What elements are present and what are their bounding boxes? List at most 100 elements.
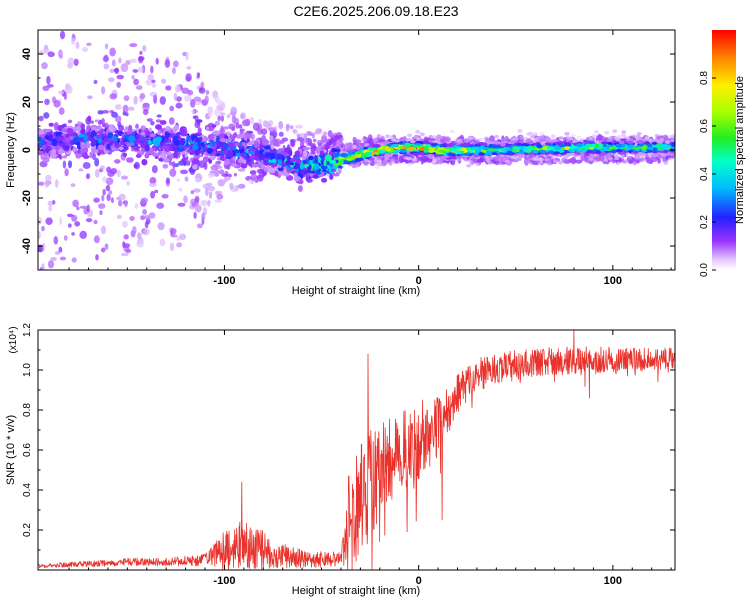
- spectrogram-cell: [179, 233, 187, 241]
- spectrogram-cell: [80, 123, 85, 130]
- spectrogram-cell: [315, 146, 321, 154]
- spectrogram-cell: [236, 134, 241, 139]
- spectrogram-cell: [663, 161, 669, 165]
- spectrogram-cell: [616, 161, 621, 166]
- spectrogram-cell: [193, 141, 198, 146]
- spectrogram-cell: [45, 174, 52, 182]
- spectrogram-cell: [244, 118, 251, 127]
- spectrogram-cell: [131, 75, 135, 80]
- spectrogram-cell: [142, 102, 150, 108]
- spectrogram-cell: [67, 160, 73, 169]
- spectrogram-cell: [62, 160, 67, 169]
- spectrogram-cell: [77, 149, 81, 155]
- spectrogram-cell: [227, 173, 232, 178]
- spectrogram-cell: [38, 115, 44, 122]
- spectrogram-cell: [199, 136, 203, 142]
- colorbar-tick-label: 0.8: [699, 71, 710, 85]
- spectrogram-cell: [298, 179, 304, 185]
- spectrogram-cell: [532, 156, 538, 161]
- spectrogram-cell: [67, 57, 75, 66]
- spectrogram-cell: [582, 146, 590, 149]
- spectrogram-cell: [239, 133, 245, 139]
- spectrogram-cell: [517, 153, 523, 157]
- spectrogram-cell: [384, 156, 390, 161]
- spectrogram-cell: [206, 182, 213, 187]
- spectrogram-cell: [220, 115, 224, 122]
- spectrogram-cell: [305, 137, 310, 142]
- spectrogram-cell: [183, 195, 188, 204]
- spectrogram-cell: [124, 200, 128, 208]
- spectrogram-cell: [383, 141, 391, 145]
- colorbar-label: Normalized spectral amplitude: [734, 76, 746, 224]
- spectrogram-cell: [111, 111, 118, 118]
- spectrogram-cell: [170, 228, 177, 235]
- spectrogram-cell: [162, 163, 169, 169]
- spectrogram-cell: [458, 150, 465, 154]
- spectrogram-cell: [133, 78, 140, 86]
- spectrogram-cell: [278, 121, 284, 130]
- spectrogram-cell: [552, 159, 558, 163]
- colorbar-tick-label: 0.4: [699, 167, 710, 181]
- spectrogram-cell: [289, 125, 294, 130]
- spectrogram-cell: [231, 115, 237, 124]
- spectrogram-cell: [548, 150, 555, 155]
- spectrogram-cell: [168, 117, 175, 125]
- spectrogram-cell: [271, 163, 276, 168]
- spectrogram-cell: [151, 83, 157, 88]
- spectrogram-cell: [45, 217, 53, 225]
- spectrogram-cell: [399, 148, 407, 153]
- spectrogram-cell: [293, 172, 298, 178]
- spectrogram-cell: [101, 86, 106, 95]
- spectrogram-cell: [229, 182, 234, 190]
- spectrogram-cell: [494, 140, 501, 144]
- spectrogram-cell: [169, 168, 177, 177]
- spectrogram-cell: [276, 153, 283, 159]
- spectrogram-cell: [78, 168, 84, 172]
- spectrogram-cell: [71, 232, 75, 236]
- spectrogram-cell: [305, 176, 310, 182]
- spectrogram-cell: [268, 127, 277, 133]
- spectrogram-cell: [466, 163, 472, 168]
- spectrogram-cell: [432, 143, 438, 146]
- spectrogram-cell: [122, 220, 128, 228]
- spectrogram-cell: [58, 246, 63, 253]
- spectrogram-cell: [165, 85, 172, 91]
- spectrogram-cell: [59, 143, 63, 147]
- spectrogram-cell: [261, 128, 268, 136]
- spectrogram-cell: [140, 132, 146, 136]
- spectrogram-cell: [132, 226, 137, 235]
- spectrogram-cell: [79, 205, 88, 209]
- spectrogram-cell: [570, 134, 576, 138]
- spectrogram-cell: [159, 238, 166, 247]
- spectrogram-cell: [227, 137, 232, 143]
- spectrogram-cell: [526, 147, 534, 151]
- spectrogram-cell: [129, 216, 135, 221]
- spectrogram-cell: [290, 162, 295, 166]
- spectrogram-cell: [109, 93, 118, 100]
- spectrogram-cell: [90, 130, 98, 136]
- spectrogram-cell: [239, 145, 243, 150]
- snr-series-line: [38, 330, 675, 570]
- spectrogram-cell: [483, 136, 489, 141]
- spectrogram-cell: [446, 143, 455, 148]
- spectrogram-cell: [164, 131, 169, 138]
- spectrogram-cell: [431, 158, 437, 162]
- spectrogram-cell: [197, 127, 202, 135]
- spectrogram-cell: [498, 148, 507, 151]
- spectrogram-cell: [193, 211, 197, 219]
- spectrogram-cell: [297, 185, 303, 192]
- spectrogram-cell: [63, 235, 68, 241]
- spectrogram-cell: [563, 142, 572, 146]
- spectrogram-cell: [347, 151, 353, 156]
- spectrogram-cell: [74, 221, 81, 227]
- spectrogram-cell: [299, 163, 304, 170]
- spectrogram-cell: [636, 131, 642, 136]
- spectrogram-cell: [621, 130, 627, 134]
- spectrogram-cell: [337, 168, 342, 175]
- spectrogram-cell: [66, 127, 74, 134]
- spectrogram-cell: [64, 145, 70, 150]
- spectrogram-cell: [125, 248, 132, 254]
- spectrogram-cell: [215, 136, 221, 143]
- spectrogram-cell: [214, 199, 222, 203]
- spectrogram-cell: [116, 196, 121, 201]
